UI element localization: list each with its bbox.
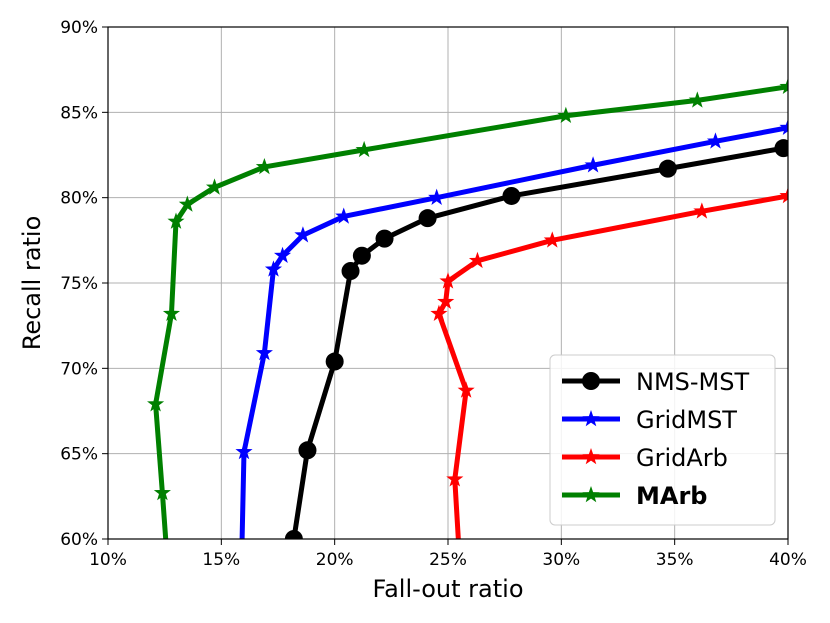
data-point-marb bbox=[255, 157, 273, 175]
y-tick-label: 75% bbox=[60, 274, 98, 294]
x-axis-ticks: 10% 15% 20% 25% 30% 35% 40% bbox=[89, 539, 807, 570]
data-point-gridarb bbox=[779, 186, 788, 204]
y-axis-ticks: 60% 65% 70% 75% 80% 85% 90% bbox=[60, 18, 108, 550]
data-point-gridmst bbox=[335, 207, 353, 224]
legend-frame bbox=[549, 354, 776, 526]
series-line-gridarb bbox=[436, 193, 788, 539]
data-point-nms-mst bbox=[284, 530, 303, 539]
series-line-marb bbox=[153, 84, 788, 539]
y-tick-label: 60% bbox=[60, 530, 98, 550]
data-point-marb bbox=[355, 140, 373, 158]
x-tick-label: 15% bbox=[202, 550, 240, 570]
legend-marker-gridmst bbox=[582, 410, 600, 427]
data-point-nms-mst bbox=[774, 139, 788, 158]
data-point-gridmst bbox=[294, 226, 312, 243]
data-point-gridmst bbox=[273, 246, 292, 263]
legend-label-marb: MArb bbox=[636, 482, 707, 510]
x-tick-label: 25% bbox=[429, 550, 467, 570]
data-point-marb bbox=[167, 212, 185, 229]
data-point-gridarb bbox=[430, 304, 448, 321]
data-point-marb bbox=[205, 178, 224, 195]
data-point-gridarb bbox=[439, 272, 457, 289]
legend: NMS-MST GridMST GridArb MArb bbox=[549, 354, 776, 526]
x-tick-label: 10% bbox=[89, 550, 127, 570]
data-point-nms-mst bbox=[325, 352, 344, 371]
data-point-marb bbox=[779, 77, 788, 95]
y-tick-label: 90% bbox=[60, 18, 98, 38]
series-lines bbox=[153, 84, 788, 539]
data-point-gridmst bbox=[706, 132, 725, 149]
x-tick-label: 40% bbox=[769, 550, 807, 570]
legend-label-nms-mst: NMS-MST bbox=[636, 368, 749, 396]
data-point-nms-mst bbox=[418, 209, 437, 228]
series-line-nms-mst bbox=[291, 145, 784, 539]
y-axis-label: Recall ratio bbox=[18, 216, 46, 351]
data-point-gridarb bbox=[468, 251, 487, 269]
legend-label-gridmst: GridMST bbox=[636, 406, 737, 434]
data-point-gridarb bbox=[437, 292, 455, 310]
x-tick-label: 20% bbox=[316, 550, 354, 570]
y-tick-label: 65% bbox=[60, 445, 98, 465]
legend-marker-gridarb bbox=[582, 448, 600, 465]
data-point-gridmst bbox=[584, 156, 602, 173]
data-point-gridarb bbox=[446, 470, 464, 487]
data-point-marb bbox=[162, 304, 181, 321]
x-axis-label: Fall-out ratio bbox=[372, 575, 523, 603]
data-point-gridarb bbox=[693, 202, 711, 219]
legend-marker-marb bbox=[582, 486, 600, 503]
data-point-nms-mst bbox=[352, 246, 371, 265]
data-point-marb bbox=[688, 91, 706, 108]
data-point-marb bbox=[178, 195, 196, 212]
data-point-marb bbox=[557, 106, 575, 124]
data-point-gridmst bbox=[264, 260, 283, 277]
data-point-nms-mst bbox=[341, 262, 360, 281]
y-tick-label: 80% bbox=[60, 189, 98, 209]
legend-marker-nms-mst bbox=[582, 372, 600, 390]
data-point-nms-mst bbox=[502, 186, 521, 205]
y-tick-label: 85% bbox=[60, 103, 98, 123]
data-point-marb bbox=[147, 395, 165, 412]
data-point-nms-mst bbox=[375, 229, 394, 248]
data-point-gridarb bbox=[457, 381, 475, 398]
data-point-gridarb bbox=[543, 231, 561, 248]
data-point-gridmst bbox=[428, 188, 446, 205]
data-point-marb bbox=[153, 483, 171, 501]
legend-label-gridarb: GridArb bbox=[636, 444, 728, 472]
data-point-nms-mst bbox=[658, 159, 677, 178]
data-point-gridmst bbox=[779, 118, 788, 135]
data-point-gridmst bbox=[235, 442, 253, 460]
series-markers bbox=[147, 77, 788, 563]
y-tick-label: 70% bbox=[60, 359, 98, 379]
data-point-gridmst bbox=[255, 343, 273, 361]
data-point-marb bbox=[158, 547, 175, 563]
x-tick-label: 30% bbox=[542, 550, 580, 570]
data-point-nms-mst bbox=[298, 441, 317, 460]
x-tick-label: 35% bbox=[656, 550, 694, 570]
